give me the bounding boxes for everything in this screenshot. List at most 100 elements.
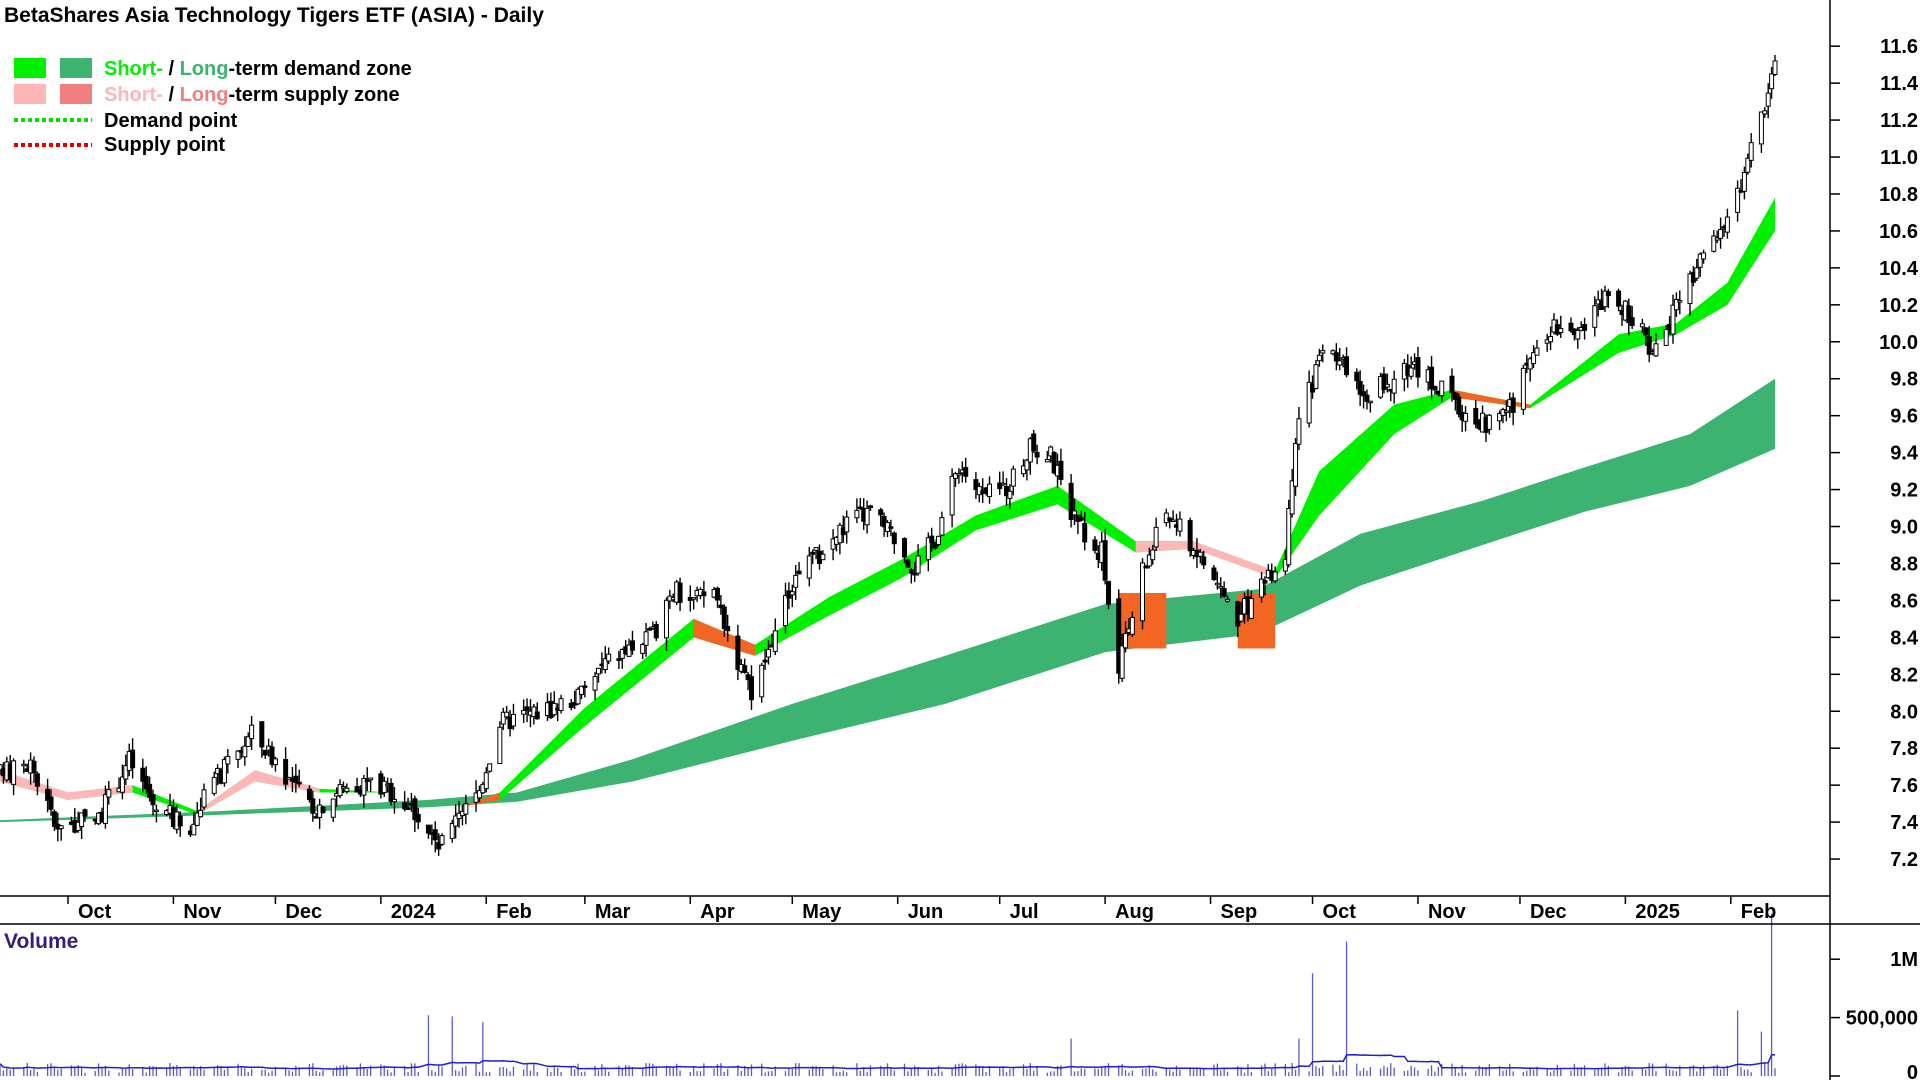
candle-up: [626, 644, 632, 657]
x-tick-label: Aug: [1115, 901, 1154, 923]
y-tick-label: 7.4: [1890, 812, 1919, 834]
x-axis-ticks: Oct Nov Dec 2024 Feb Mar Apr May Jun Jul Aug Sep Oct…: [67, 896, 1776, 923]
candle-up: [106, 789, 112, 798]
candle-up: [211, 776, 217, 794]
x-tick-label: Dec: [1530, 901, 1567, 923]
candle-up: [1367, 400, 1373, 404]
candle-up: [915, 555, 921, 574]
candle-up: [1497, 413, 1503, 422]
y-tick-label: 11.2: [1880, 110, 1918, 132]
candle-up: [1503, 410, 1509, 413]
candle-down: [306, 788, 312, 800]
volume-layer: [0, 913, 1776, 1076]
candle-up: [453, 815, 459, 827]
y-tick-label: 8.8: [1890, 553, 1918, 575]
legend: Short- / Long-term demand zone Short- / …: [14, 58, 412, 156]
candle-down: [1449, 375, 1455, 394]
candle-down: [1381, 373, 1387, 391]
y-tick-label: 7.8: [1890, 738, 1918, 760]
x-tick-label: Feb: [496, 901, 532, 923]
candle-up: [1711, 235, 1717, 252]
candle-up: [1408, 367, 1414, 377]
legend-long-demand-swatch: [60, 58, 92, 78]
candle-down: [1058, 460, 1064, 480]
candle-down: [902, 538, 908, 558]
candle-up: [1248, 598, 1254, 619]
candle-up: [194, 812, 200, 826]
y-tick-label: 10.6: [1879, 221, 1918, 243]
candle-up: [663, 599, 669, 639]
candle-down: [1605, 291, 1611, 297]
candle-up: [221, 759, 227, 784]
candle-up: [381, 780, 387, 794]
candle-up: [123, 765, 129, 780]
x-tick-label: Oct: [78, 901, 112, 923]
candle-down: [1643, 327, 1649, 336]
candle-up: [1146, 554, 1152, 567]
candle-up: [487, 763, 493, 772]
candle-down: [1646, 336, 1652, 355]
candle-down: [721, 606, 727, 630]
candle-up: [439, 835, 445, 845]
candle-up: [497, 726, 503, 764]
candle-up: [640, 643, 646, 654]
candle-up: [558, 698, 564, 711]
candle-up: [575, 688, 581, 705]
candle-up: [1714, 237, 1720, 241]
legend-demand-sep: /: [163, 58, 180, 80]
candle-up: [510, 714, 516, 727]
candle-down: [150, 794, 156, 806]
candle-up: [1072, 510, 1078, 516]
y-tick-label: 8.0: [1890, 701, 1918, 723]
x-tick-label: 2024: [391, 901, 436, 923]
y-tick-label: 11.6: [1880, 36, 1918, 58]
candle-down: [262, 749, 268, 756]
candle-up: [1718, 229, 1724, 239]
candle-up: [521, 709, 527, 715]
candle-up: [595, 667, 601, 675]
candle-up: [1048, 446, 1054, 457]
candle-up: [1534, 347, 1540, 356]
candle-down: [1082, 522, 1088, 543]
candle-down: [1201, 556, 1207, 566]
candle-up: [1673, 298, 1679, 311]
candle-down: [1415, 356, 1421, 378]
short-term-supply-zone: [0, 770, 133, 800]
candle-down: [1143, 566, 1149, 569]
x-tick-label: 2025: [1635, 901, 1680, 923]
candle-up: [1735, 187, 1741, 213]
legend-supply-zone-label: Short- / Long-term supply zone: [104, 84, 400, 106]
legend-supply-long-text: Long: [180, 84, 229, 106]
candle-down: [130, 749, 136, 769]
candle-up: [789, 591, 795, 596]
candle-up: [21, 763, 27, 767]
legend-supply-short-text: Short-: [104, 84, 163, 106]
candle-up: [1150, 549, 1156, 561]
candle-up: [1000, 482, 1006, 486]
candle-down: [1452, 392, 1458, 400]
candle-up: [1741, 171, 1747, 192]
y-tick-label: 8.4: [1890, 627, 1919, 649]
candle-up: [1769, 73, 1775, 90]
candle-down: [415, 813, 421, 823]
candle-down: [714, 587, 720, 601]
candle-up: [1694, 267, 1700, 279]
y-tick-label: 8.6: [1890, 590, 1918, 612]
candle-down: [1568, 322, 1574, 332]
candle-up: [153, 809, 159, 813]
candle-down: [82, 809, 88, 817]
candle-down: [762, 659, 768, 663]
y-tick-label: 9.0: [1890, 517, 1918, 539]
candle-up: [1293, 443, 1299, 487]
volume-tick-label: 1M: [1890, 949, 1918, 971]
candle-up: [1687, 273, 1693, 305]
candle-down: [1364, 394, 1370, 402]
candle-down: [45, 788, 51, 801]
candle-up: [1044, 459, 1050, 463]
candle-down: [1187, 520, 1193, 552]
candle-down: [677, 582, 683, 603]
candle-up: [1384, 383, 1390, 388]
candle-up: [1486, 414, 1492, 430]
candle-up: [1010, 468, 1016, 487]
candle-up: [1772, 60, 1778, 75]
